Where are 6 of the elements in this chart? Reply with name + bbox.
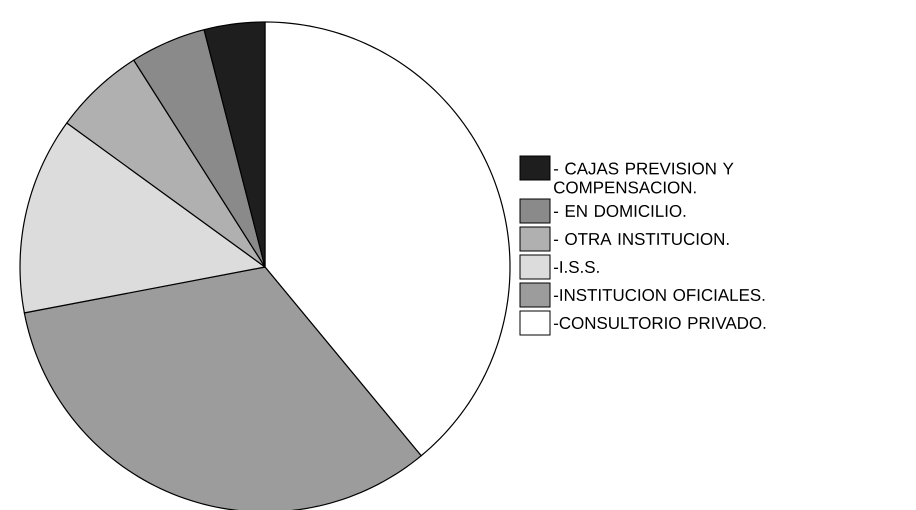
legend-label: - CAJAS PREVISION Y COMPENSACION. — [554, 162, 734, 194]
legend-label: -CONSULTORIO PRIVADO. — [554, 316, 766, 329]
legend-label: - OTRA INSTITUCION. — [554, 232, 729, 245]
legend-label: -I.S.S. — [554, 260, 599, 273]
legend-label: -INSTITUCION OFICIALES. — [554, 288, 764, 301]
legend-label: - EN DOMICILIO. — [554, 204, 686, 217]
